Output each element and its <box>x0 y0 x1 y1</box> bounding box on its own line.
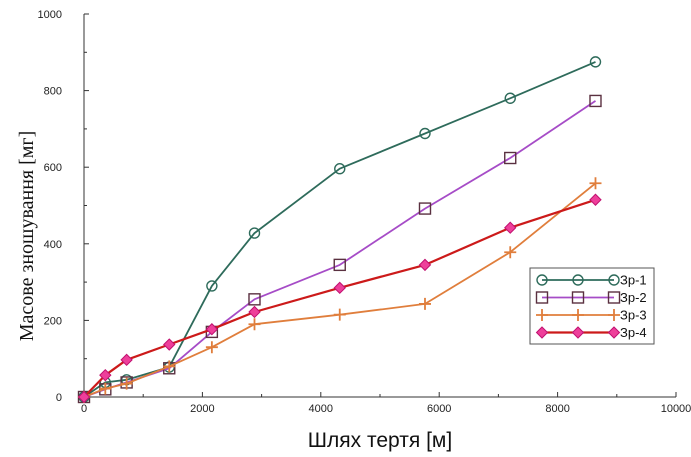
legend: Зр-1 Зр-2 Зр-3 Зр-4 <box>529 267 655 345</box>
data-point <box>589 94 602 108</box>
data-point <box>333 281 346 295</box>
legend-label: Зр-1 <box>620 273 647 288</box>
data-point <box>608 274 620 286</box>
series-2 <box>77 94 602 404</box>
data-point <box>99 382 112 395</box>
data-point <box>418 297 431 310</box>
legend-label: Зр-2 <box>620 290 647 305</box>
series-line <box>83 182 597 398</box>
data-point <box>571 291 585 304</box>
data-point <box>572 309 584 321</box>
data-point <box>589 56 602 68</box>
y-tick-label: 200 <box>44 315 62 327</box>
data-point <box>248 293 261 306</box>
series-1 <box>78 56 602 403</box>
data-point <box>120 377 133 390</box>
data-point <box>535 291 549 304</box>
data-point <box>536 274 548 286</box>
y-axis-label: Масове зношування [мг] <box>16 131 38 342</box>
series-3 <box>78 177 602 403</box>
data-point <box>589 193 602 206</box>
data-point <box>571 326 585 339</box>
data-point <box>248 318 261 331</box>
data-point <box>163 338 176 351</box>
y-tick-label: 0 <box>56 392 62 404</box>
legend-label: Зр-3 <box>620 308 647 323</box>
data-point <box>248 227 261 239</box>
data-point <box>608 309 620 321</box>
data-point <box>333 258 346 272</box>
data-point <box>535 326 549 339</box>
data-point <box>163 360 176 373</box>
data-point <box>504 246 517 259</box>
x-tick-label: 2000 <box>190 403 214 415</box>
data-point <box>418 202 432 215</box>
x-tick-label: 4000 <box>309 403 333 415</box>
series-4 <box>77 193 602 404</box>
legend-label: Зр-4 <box>620 325 647 340</box>
legend-entry: Зр-3 <box>536 308 647 323</box>
data-point <box>248 305 261 319</box>
series-line <box>83 100 597 398</box>
data-point <box>607 326 621 339</box>
data-point <box>205 341 218 354</box>
y-tick-label: 1000 <box>38 9 62 21</box>
x-tick-label: 6000 <box>427 403 451 415</box>
y-tick-label: 600 <box>44 162 62 174</box>
legend-entry: Зр-1 <box>536 273 647 288</box>
x-tick-label: 8000 <box>545 403 569 415</box>
data-point <box>205 323 219 336</box>
data-point <box>536 309 548 321</box>
data-point <box>504 151 517 165</box>
data-point <box>419 127 431 140</box>
axes: 0 2000 4000 6000 8000 10000 0 200 400 600 800 1000 <box>38 9 691 415</box>
data-point <box>120 353 133 367</box>
series-layer <box>77 56 602 404</box>
data-point <box>504 92 516 104</box>
x-tick-label: 10000 <box>661 403 691 415</box>
x-axis-label: Шлях тертя [м] <box>308 429 452 452</box>
data-point <box>607 291 621 304</box>
data-point <box>333 308 346 321</box>
y-tick-label: 800 <box>44 86 62 98</box>
series-line <box>83 61 596 398</box>
series-line <box>83 198 596 398</box>
x-tick-label: 0 <box>81 403 87 415</box>
data-point <box>418 258 432 272</box>
y-tick-label: 400 <box>44 239 62 251</box>
data-point <box>206 280 218 292</box>
data-point <box>77 390 91 404</box>
data-point <box>504 221 517 234</box>
legend-entry: Зр-2 <box>535 290 647 305</box>
data-point <box>589 177 602 190</box>
data-point <box>572 274 584 286</box>
data-point <box>99 368 112 382</box>
data-point <box>334 163 346 175</box>
legend-entry: Зр-4 <box>535 325 647 340</box>
